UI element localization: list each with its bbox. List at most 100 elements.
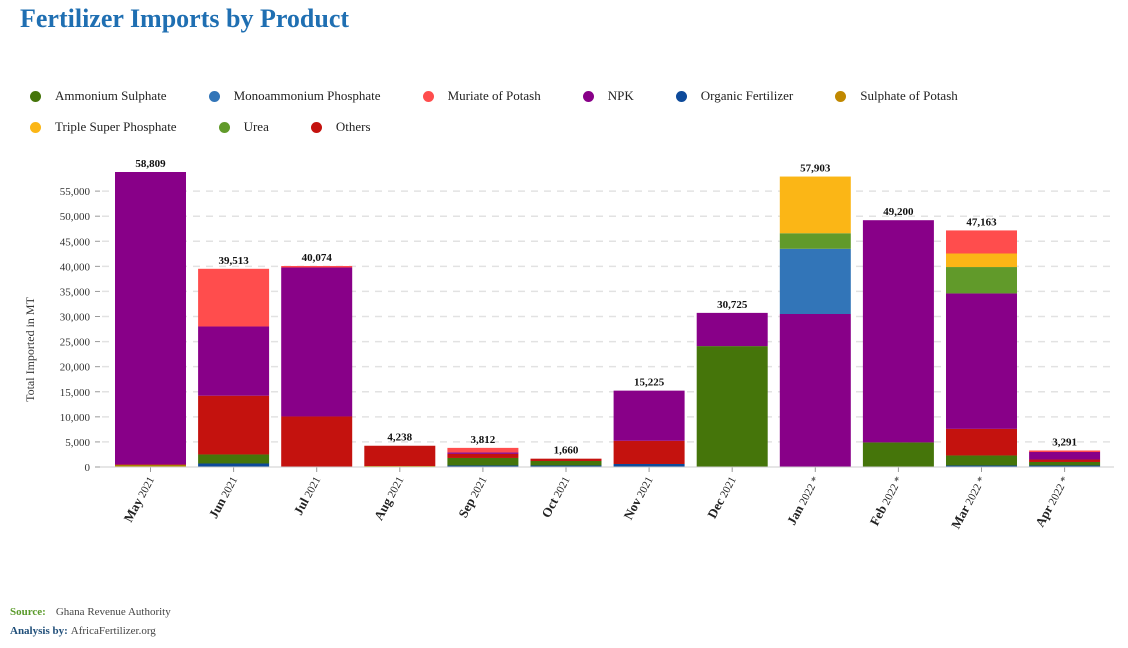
legend-label: Sulphate of Potash <box>860 88 958 103</box>
x-tick-year: 2022 * <box>1045 475 1071 510</box>
bar-segment-urea <box>779 233 851 249</box>
bar-segment-others <box>447 453 519 458</box>
x-tick-label: Jun 2021 <box>206 473 241 520</box>
bar-total-label: 57,903 <box>800 163 831 175</box>
y-tick-label: 45,000 <box>60 236 91 248</box>
bar-segment-ammonium-sulphate <box>447 457 519 466</box>
x-tick-label: Aug 2021 <box>371 473 407 522</box>
x-tick-year: 2022 * <box>879 475 905 510</box>
legend-label: Muriate of Potash <box>447 88 541 103</box>
legend-item-muriate-of-potash[interactable]: Muriate of Potash <box>415 86 541 106</box>
y-tick-label: 25,000 <box>60 337 91 349</box>
x-tick-year: 2021 <box>384 475 406 502</box>
y-tick-label: 5,000 <box>65 437 90 449</box>
legend-item-monoammonium-phosphate[interactable]: Monoammonium Phosphate <box>201 86 381 106</box>
bar-segment-ammonium-sulphate <box>115 464 186 466</box>
bar-segment-npk <box>281 267 353 417</box>
legend-swatch <box>835 90 847 102</box>
legend-label: Others <box>335 119 371 134</box>
bar-segment-others <box>946 428 1017 456</box>
bar-total-label: 58,809 <box>135 158 166 170</box>
bar-segment-muriate-of-potash <box>1029 450 1101 452</box>
bar-total-label: 1,660 <box>554 445 579 457</box>
x-tick-label: Sep 2021 <box>455 473 489 520</box>
legend-label: Organic Fertilizer <box>700 88 794 103</box>
bar-segment-others <box>364 445 436 466</box>
bar-segment-urea <box>946 267 1017 294</box>
legend-item-urea[interactable]: Urea <box>211 117 269 137</box>
x-tick-year: 2022 * <box>962 475 988 510</box>
legend-swatch <box>208 90 220 102</box>
legend-swatch <box>422 90 434 102</box>
bar-segment-others <box>281 416 353 467</box>
bar-segment-muriate-of-potash <box>198 268 270 327</box>
legend-swatch <box>675 90 687 102</box>
x-tick-year: 2021 <box>634 475 656 502</box>
legend-label: Urea <box>243 119 269 134</box>
bar-segment-ammonium-sulphate <box>198 454 270 464</box>
bar-segment-sulphate-of-potash <box>364 465 436 467</box>
source-label: Source: <box>10 606 46 618</box>
bar-segment-muriate-of-potash <box>946 230 1017 254</box>
x-tick-label: Apr 2022 * <box>1032 473 1071 529</box>
bar-total-label: 30,725 <box>717 299 748 311</box>
x-tick-label: Jul 2021 <box>290 473 323 517</box>
bar-segment-triple-super-phosphate <box>946 253 1017 268</box>
legend-item-others[interactable]: Others <box>303 117 371 137</box>
analysis-value: AfricaFertilizer.org <box>70 625 156 637</box>
bar-total-label: 40,074 <box>302 252 333 264</box>
bar-segment-organic-fertilizer <box>198 463 270 467</box>
bar-segment-others <box>1029 459 1101 462</box>
legend-item-npk[interactable]: NPK <box>575 86 634 106</box>
bar-total-label: 47,163 <box>966 216 997 228</box>
x-tick-label: Jan 2022 * <box>784 473 822 527</box>
legend-item-sulphate-of-potash[interactable]: Sulphate of Potash <box>827 86 958 106</box>
bar-segment-others <box>530 458 602 461</box>
legend-item-ammonium-sulphate[interactable]: Ammonium Sulphate <box>22 86 167 106</box>
bar-total-label: 15,225 <box>634 377 665 389</box>
chart-title: Fertilizer Imports by Product <box>20 4 350 33</box>
bar-segment-organic-fertilizer <box>946 465 1017 467</box>
x-tick-year: 2021 <box>135 475 157 502</box>
bar-segment-ammonium-sulphate <box>862 442 934 467</box>
legend-item-triple-super-phosphate[interactable]: Triple Super Phosphate <box>22 117 177 137</box>
legend-item-organic-fertilizer[interactable]: Organic Fertilizer <box>668 86 794 106</box>
bar-segment-npk <box>613 390 685 441</box>
legend-label: Triple Super Phosphate <box>55 119 177 134</box>
x-tick-label: Feb 2022 * <box>866 473 905 528</box>
analysis-label: Analysis by: <box>10 625 68 637</box>
legend-swatch <box>30 90 41 102</box>
bar-total-label: 49,200 <box>883 206 914 218</box>
y-tick-label: 40,000 <box>60 261 91 273</box>
legend-label: Ammonium Sulphate <box>55 88 167 103</box>
bar-segment-ammonium-sulphate <box>1029 461 1101 466</box>
bar-segment-npk <box>779 314 851 467</box>
y-axis-label: Total Imported in MT <box>23 296 37 401</box>
legend-label: NPK <box>607 88 634 103</box>
y-tick-label: 50,000 <box>60 211 91 223</box>
legend-label: Monoammonium Phosphate <box>233 88 381 103</box>
x-tick-year: 2021 <box>717 475 739 502</box>
bar-total-label: 39,513 <box>218 255 249 267</box>
bar-segment-sulphate-of-potash <box>115 464 186 467</box>
bar-segment-others <box>115 464 186 465</box>
bar-total-label: 3,291 <box>1052 436 1077 448</box>
bar-total-label: 4,238 <box>387 432 412 444</box>
bar-segment-others <box>198 395 270 455</box>
x-tick-label: Dec 2021 <box>704 473 739 520</box>
bar-segment-npk <box>198 326 270 396</box>
bar-segment-npk <box>1029 451 1101 460</box>
x-tick-year: 2021 <box>550 475 572 502</box>
bar-segment-npk <box>862 220 934 443</box>
y-tick-label: 35,000 <box>60 286 91 298</box>
x-tick-label: Oct 2021 <box>538 473 572 520</box>
x-tick-year: 2022 * <box>796 475 822 510</box>
bar-segment-muriate-of-potash <box>281 265 353 268</box>
bar-segment-monoammonium-phosphate <box>779 248 851 315</box>
x-tick-month: Jul <box>290 495 312 518</box>
y-tick-label: 15,000 <box>60 387 91 399</box>
stacked-bar-chart: 0 5,000 10,000 15,000 20,000 25,000 30,000 35,0… <box>23 158 1114 531</box>
x-tick-year: 2021 <box>467 475 489 502</box>
bar-segment-triple-super-phosphate <box>779 176 851 234</box>
x-tick-label: Nov 2021 <box>620 473 655 522</box>
